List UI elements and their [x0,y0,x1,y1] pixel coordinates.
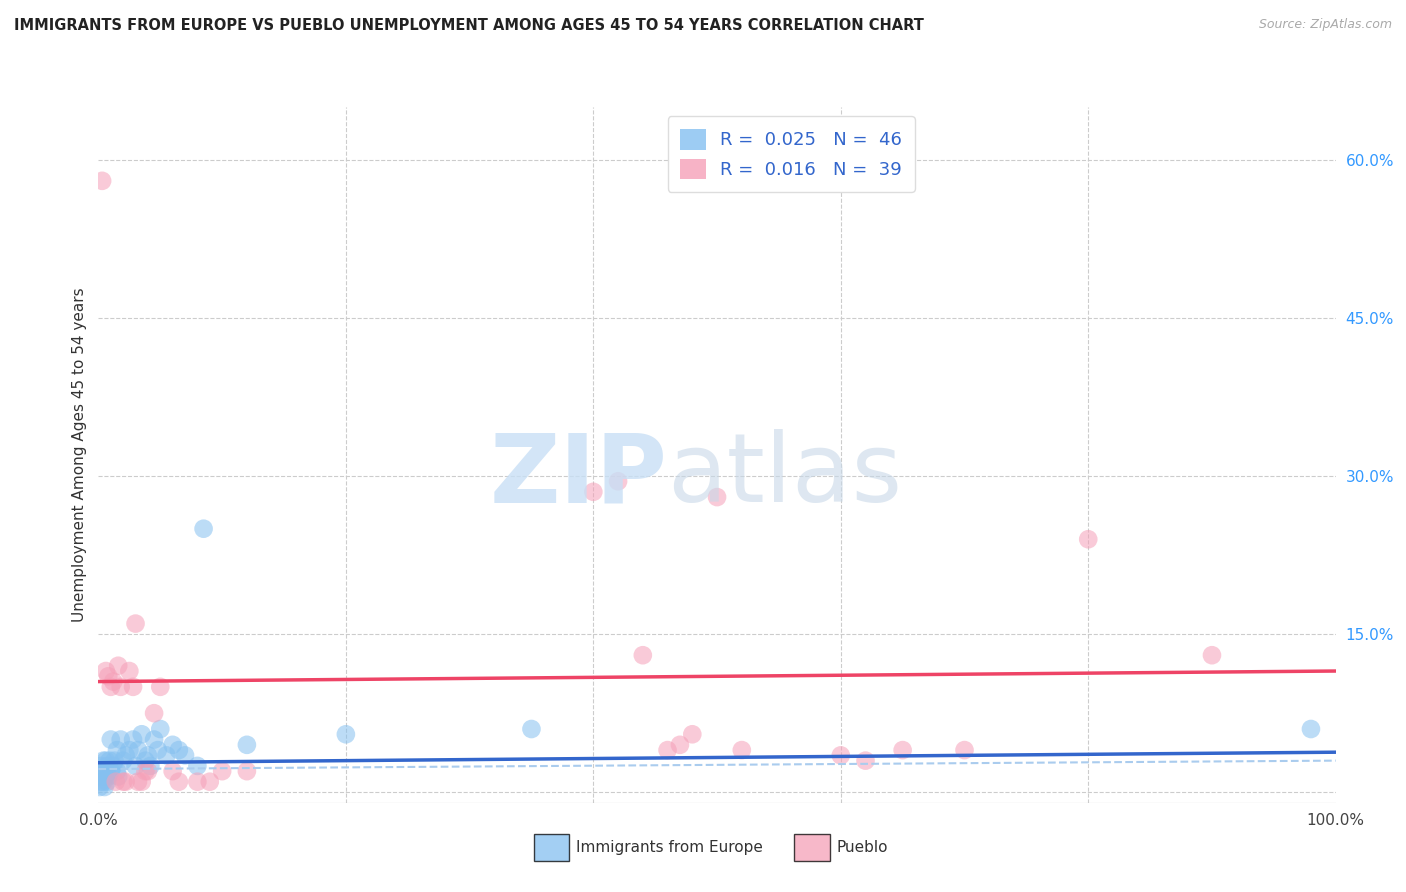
Text: Source: ZipAtlas.com: Source: ZipAtlas.com [1258,18,1392,31]
Point [167,774,190,789]
Point [100,764,122,779]
Point [90,759,112,773]
Point [211,764,233,779]
Point [91,769,114,783]
Point [681,727,703,741]
Point [131,727,153,741]
Point [91,764,114,779]
Point [93,774,115,789]
Point [193,522,215,536]
Point [89,780,111,794]
Text: ZIP: ZIP [489,429,668,523]
Point [520,722,543,736]
Point [162,764,184,779]
Point [91,174,114,188]
Point [100,680,122,694]
Point [104,774,127,789]
Point [110,680,132,694]
Point [93,769,115,783]
Point [186,774,208,789]
Point [107,658,129,673]
Point [167,743,190,757]
Point [134,754,156,768]
Text: Pueblo: Pueblo [837,840,889,855]
Point [1201,648,1223,663]
Point [1077,533,1099,547]
Text: atlas: atlas [668,429,903,523]
Point [236,738,259,752]
Point [107,769,129,783]
Point [112,754,135,768]
Point [105,743,128,757]
Point [236,764,259,779]
Y-axis label: Unemployment Among Ages 45 to 54 years: Unemployment Among Ages 45 to 54 years [72,287,87,623]
Point [198,774,221,789]
Point [669,738,692,752]
Point [953,743,976,757]
Point [162,738,184,752]
Point [131,774,153,789]
Point [124,616,146,631]
Point [136,748,159,763]
Point [103,674,125,689]
Point [335,727,357,741]
Point [122,732,145,747]
Point [112,774,135,789]
Point [118,743,141,757]
Point [143,706,166,721]
Point [97,769,120,783]
Point [146,743,169,757]
Point [100,732,122,747]
Point [891,743,914,757]
Point [93,754,115,768]
Point [155,748,177,763]
Point [110,732,132,747]
Point [94,754,117,768]
Point [96,759,118,773]
Point [114,748,136,763]
Point [94,664,117,678]
Point [118,664,141,678]
Point [186,759,208,773]
Point [1299,722,1322,736]
Point [114,774,136,789]
Point [98,754,121,768]
Point [105,764,128,779]
Point [93,780,115,794]
Point [582,484,605,499]
Point [143,732,166,747]
Point [830,748,852,763]
Point [149,680,172,694]
Legend: R =  0.025   N =  46, R =  0.016   N =  39: R = 0.025 N = 46, R = 0.016 N = 39 [668,116,915,192]
Point [855,754,877,768]
Point [103,759,125,773]
Point [706,490,728,504]
Point [731,743,754,757]
Point [134,764,156,779]
Point [124,759,146,773]
Text: Immigrants from Europe: Immigrants from Europe [576,840,763,855]
Point [122,680,145,694]
Point [149,722,172,736]
Point [657,743,679,757]
Point [127,774,149,789]
Point [136,764,159,779]
Point [631,648,654,663]
Point [97,669,120,683]
Point [139,759,162,773]
Point [103,754,125,768]
Text: IMMIGRANTS FROM EUROPE VS PUEBLO UNEMPLOYMENT AMONG AGES 45 TO 54 YEARS CORRELAT: IMMIGRANTS FROM EUROPE VS PUEBLO UNEMPLO… [14,18,924,33]
Point [607,475,630,489]
Point [94,764,117,779]
Point [96,774,118,789]
Point [174,748,197,763]
Point [90,774,112,789]
Point [127,743,149,757]
